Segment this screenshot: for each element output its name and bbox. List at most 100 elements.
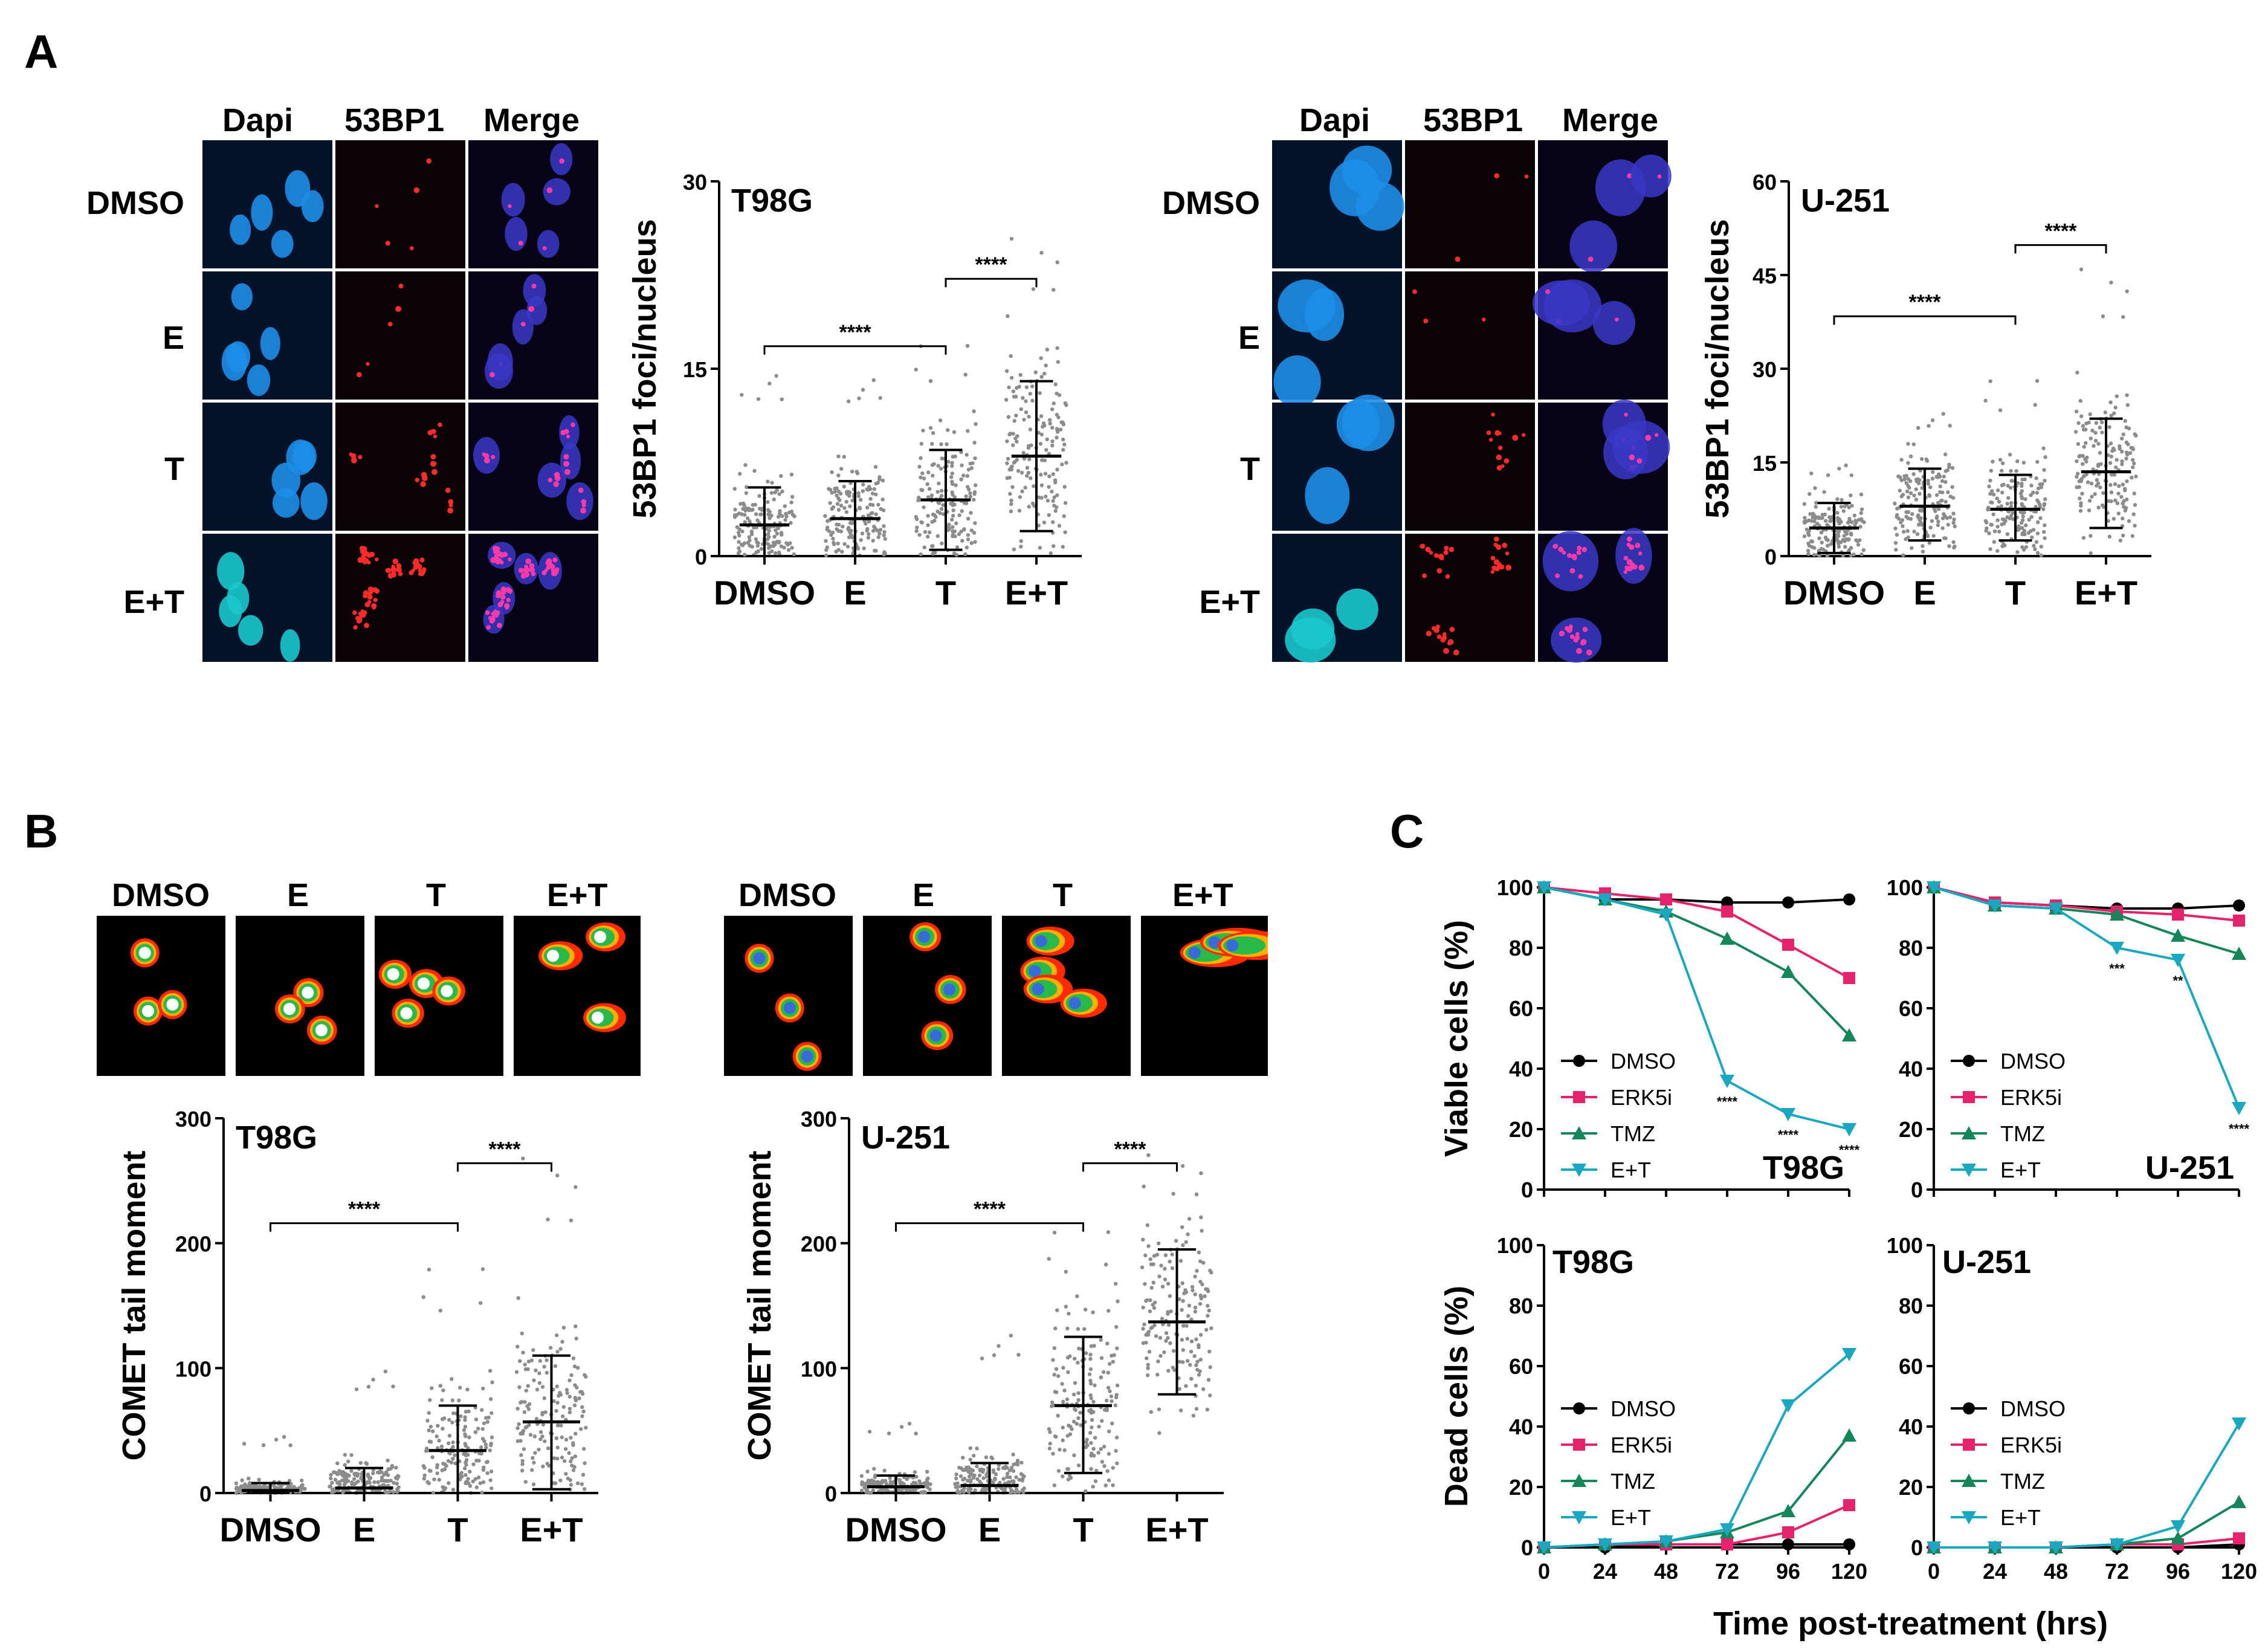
data-point xyxy=(2084,459,2089,464)
data-point xyxy=(882,552,886,557)
data-point xyxy=(1056,1413,1060,1418)
x-tick-label: 0 xyxy=(1928,1559,1940,1584)
data-point xyxy=(963,372,968,377)
data-point xyxy=(242,1442,247,1446)
data-point xyxy=(966,537,971,542)
data-point xyxy=(1940,479,1945,484)
data-point xyxy=(2041,446,2046,450)
point-marker xyxy=(1988,1541,2002,1555)
data-point xyxy=(936,500,940,505)
data-point xyxy=(1006,456,1010,461)
data-point xyxy=(2089,436,2093,441)
data-point xyxy=(1902,477,1907,482)
data-point xyxy=(2006,484,2010,488)
data-point xyxy=(1049,1404,1054,1408)
data-point xyxy=(836,454,841,459)
data-point xyxy=(378,1469,383,1473)
data-point xyxy=(2087,499,2092,503)
data-point xyxy=(954,521,958,525)
point-marker xyxy=(1963,1439,1975,1451)
focus-dot xyxy=(385,568,390,573)
data-point xyxy=(2100,503,2105,508)
focus-dot xyxy=(1574,635,1580,641)
data-point xyxy=(464,1410,468,1414)
focus-dot xyxy=(367,594,373,600)
data-point xyxy=(1012,547,1016,552)
focus-dot xyxy=(1426,547,1431,552)
data-point xyxy=(515,1426,520,1430)
data-point xyxy=(1107,1362,1112,1366)
focus-dot xyxy=(504,603,510,609)
data-point xyxy=(754,550,758,555)
data-point xyxy=(1084,1445,1088,1450)
y-tick-label: 0 xyxy=(1521,1535,1533,1560)
data-point xyxy=(776,514,781,519)
data-point xyxy=(529,1358,534,1362)
focus-dot xyxy=(1624,412,1628,417)
data-point xyxy=(2015,459,2020,464)
focus-dot xyxy=(1426,632,1430,637)
data-point xyxy=(991,1468,996,1472)
focus-dot xyxy=(1626,542,1631,547)
focus-dot xyxy=(518,568,523,573)
focus-dot xyxy=(371,603,377,609)
data-point xyxy=(1829,542,1833,546)
data-point xyxy=(1988,478,1992,483)
data-point xyxy=(537,1447,541,1452)
focus-dot xyxy=(542,246,547,251)
data-point xyxy=(959,530,963,534)
data-point xyxy=(1026,470,1031,475)
data-point xyxy=(842,506,847,510)
data-point xyxy=(2098,485,2102,490)
data-point xyxy=(740,393,744,397)
data-point xyxy=(1926,478,1930,483)
data-point xyxy=(967,487,971,491)
point-marker xyxy=(1927,1541,1941,1555)
data-point xyxy=(352,1472,357,1476)
focus-dot xyxy=(1638,565,1645,571)
data-point xyxy=(1050,443,1055,448)
data-point xyxy=(1061,420,1065,425)
data-point xyxy=(1017,384,1021,389)
data-point xyxy=(2123,419,2127,423)
data-point xyxy=(842,455,847,459)
nucleus-dapi xyxy=(1291,608,1335,650)
data-point xyxy=(835,493,839,498)
nucleus-merge xyxy=(1542,531,1599,592)
point-marker xyxy=(1963,1402,1975,1414)
data-point xyxy=(887,1431,891,1436)
data-point xyxy=(1825,554,1829,558)
data-point xyxy=(832,540,836,545)
data-point xyxy=(966,1489,971,1494)
data-point xyxy=(464,1434,468,1439)
data-point xyxy=(1062,514,1066,519)
data-point xyxy=(1154,1334,1158,1338)
data-point xyxy=(2133,523,2137,528)
data-point xyxy=(1209,1326,1213,1330)
data-point xyxy=(1141,1305,1145,1310)
y-axis-label: Viable cells (%) xyxy=(1444,920,1475,1157)
data-point xyxy=(1143,1281,1147,1286)
data-point xyxy=(2087,420,2091,425)
data-point xyxy=(972,409,976,413)
chart-title: U-251 xyxy=(1801,183,1890,219)
data-point xyxy=(515,1407,520,1411)
data-point xyxy=(564,1437,569,1442)
data-point xyxy=(1089,1381,1093,1386)
data-point xyxy=(482,1465,486,1469)
data-point xyxy=(1179,1408,1183,1413)
focus-dot xyxy=(486,625,491,629)
data-point xyxy=(1192,1354,1197,1358)
data-point xyxy=(1160,1317,1165,1321)
micrograph-cell xyxy=(1405,403,1535,531)
y-tick-label: 100 xyxy=(801,1356,837,1381)
point-marker xyxy=(1598,893,1612,907)
data-point xyxy=(1910,546,1914,550)
data-point xyxy=(1044,363,1048,368)
data-point xyxy=(1061,437,1065,442)
data-point xyxy=(583,1461,587,1465)
point-marker xyxy=(2172,909,2184,921)
comet-head xyxy=(283,1003,296,1015)
data-point xyxy=(2089,534,2093,538)
data-point xyxy=(482,1421,486,1425)
